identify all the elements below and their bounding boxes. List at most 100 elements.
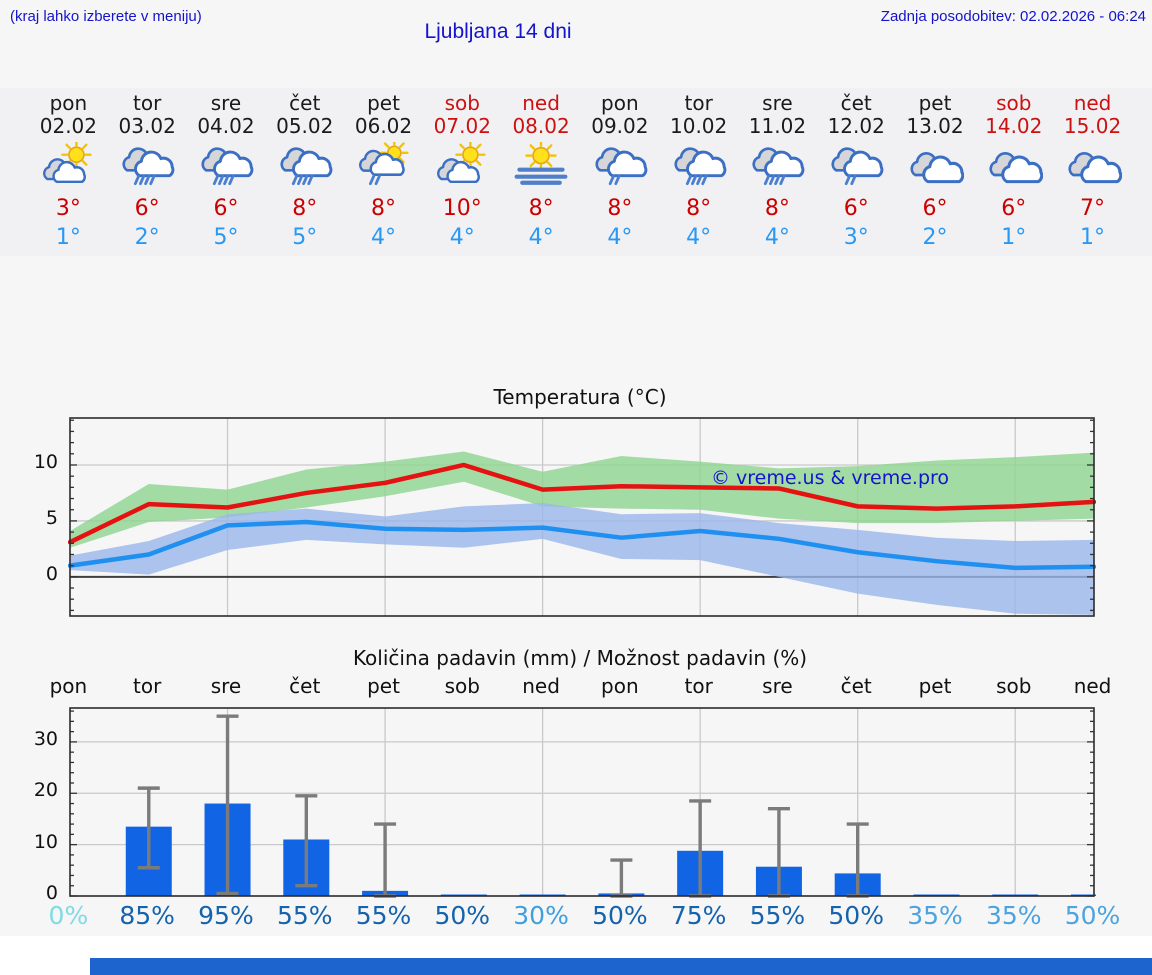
day-name: pet [918,91,952,115]
precip-day-label: pon [601,674,639,698]
day-date: 15.02 [1063,114,1122,138]
cloudy-icon [974,138,1053,194]
day-column: sob 14.02 6° 1° [974,92,1053,254]
precip-day-label: sob [996,674,1032,698]
day-date: 05.02 [276,114,334,138]
precip-day-label: ned [522,674,560,698]
precip-probability: 35% [985,901,1042,930]
day-column: pet 13.02 6° 2° [896,92,975,254]
day-min-temp: 1° [55,225,81,250]
day-min-temp: 1° [1080,225,1106,250]
rain-icon [187,138,266,194]
rain-icon [265,138,344,194]
location-hint: (kraj lahko izberete v meniju) [10,8,202,25]
day-column: pet 06.02 8° 4° [344,92,423,254]
svg-text:© vreme.us & vreme.pro: © vreme.us & vreme.pro [711,467,949,489]
day-max-temp: 6° [843,196,869,221]
day-date: 13.02 [906,114,964,138]
temp-y-tick-label: 10 [33,450,58,473]
day-name: ned [522,91,560,115]
precip-chart-title: Količina padavin (mm) / Možnost padavin … [352,646,808,670]
day-column: sob 07.02 10° 4° [423,92,502,254]
footer-bar [90,958,1152,975]
precip-probability: 55% [749,901,806,930]
precip-y-tick-label: 0 [45,882,58,904]
day-column: čet 12.02 6° 3° [817,92,896,254]
day-name: tor [133,91,162,115]
day-name: sob [444,91,480,115]
light-rain-icon [580,138,659,194]
forecast-strip: pon 02.02 3° 1° tor 03.02 6° 2° sre 04.02 6° 5° čet 0… [29,92,1132,254]
sun-cloud-icon [29,138,108,194]
day-name: pet [367,91,400,115]
precip-day-labels: pon tor sre čet pet sob ned pon tor sre čet pet sob n… [29,674,1132,698]
precip-probability: 55% [355,901,412,930]
day-name: ned [1073,91,1112,115]
day-max-temp: 8° [371,196,397,221]
day-column: tor 03.02 6° 2° [108,92,187,254]
day-date: 14.02 [985,114,1043,138]
day-date: 11.02 [748,114,807,138]
day-max-temp: 3° [55,196,81,221]
day-name: sre [762,91,793,115]
day-min-temp: 4° [528,225,554,250]
precip-probability: 50% [434,901,491,930]
precip-day-label: sob [444,674,480,698]
day-min-temp: 1° [1001,225,1027,250]
day-max-temp: 8° [607,196,633,221]
day-date: 04.02 [197,114,255,138]
day-min-temp: 5° [213,225,239,250]
day-date: 12.02 [827,114,885,138]
temp-y-tick-label: 5 [45,506,58,529]
day-column: sre 04.02 6° 5° [187,92,266,254]
day-min-temp: 4° [686,225,712,250]
precip-probability: 95% [198,901,254,930]
day-date: 07.02 [433,114,491,138]
day-max-temp: 6° [134,196,160,221]
precip-day-label: tor [684,674,713,698]
precip-probability: 50% [592,901,648,930]
day-min-temp: 2° [922,225,948,250]
precip-probability: 30% [513,901,569,930]
precip-y-tick-label: 10 [33,830,58,853]
day-max-temp: 8° [764,196,790,221]
day-date: 09.02 [591,114,649,138]
day-column: pon 09.02 8° 4° [580,92,659,254]
day-column: čet 05.02 8° 5° [265,92,344,254]
day-max-temp: 6° [1001,196,1027,221]
day-name: pon [49,91,88,115]
day-max-temp: 6° [922,196,948,221]
cloudy-icon [896,138,975,194]
day-column: ned 08.02 8° 4° [502,92,581,254]
day-date: 03.02 [118,114,176,138]
temp-y-tick-label: 0 [45,562,58,585]
day-max-temp: 7° [1080,196,1106,221]
precip-probability: 85% [119,901,175,930]
day-column: tor 10.02 8° 4° [659,92,738,254]
precip-day-label: ned [1073,674,1112,698]
last-update-label: Zadnja posodobitev: 02.02.2026 - 06:24 [880,8,1146,25]
precip-probability: 50% [828,901,884,930]
rain-icon [108,138,187,194]
day-min-temp: 4° [607,225,633,250]
day-max-temp: 10° [442,196,482,221]
day-date: 06.02 [354,114,413,138]
day-name: čet [840,91,872,115]
rain-icon [659,138,738,194]
precip-probability-row: 0% 85% 95% 55% 55% 50% 30% 50% 75% 55% 50% 35% 35% 50… [29,901,1132,930]
day-column: ned 15.02 7° 1° [1053,92,1132,254]
precip-probability: 50% [1064,901,1121,930]
day-min-temp: 4° [449,225,475,250]
day-max-temp: 8° [686,196,712,221]
precip-y-tick-label: 30 [33,727,58,750]
sun-rain-icon [344,138,423,194]
day-date: 08.02 [512,114,570,138]
day-date: 02.02 [39,114,98,138]
day-name: sre [210,91,242,115]
precip-probability: 0% [48,901,89,930]
precip-chart [68,706,1117,902]
day-max-temp: 8° [292,196,318,221]
day-column: pon 02.02 3° 1° [29,92,108,254]
precip-day-label: pet [918,674,952,698]
day-max-temp: 8° [528,196,554,221]
